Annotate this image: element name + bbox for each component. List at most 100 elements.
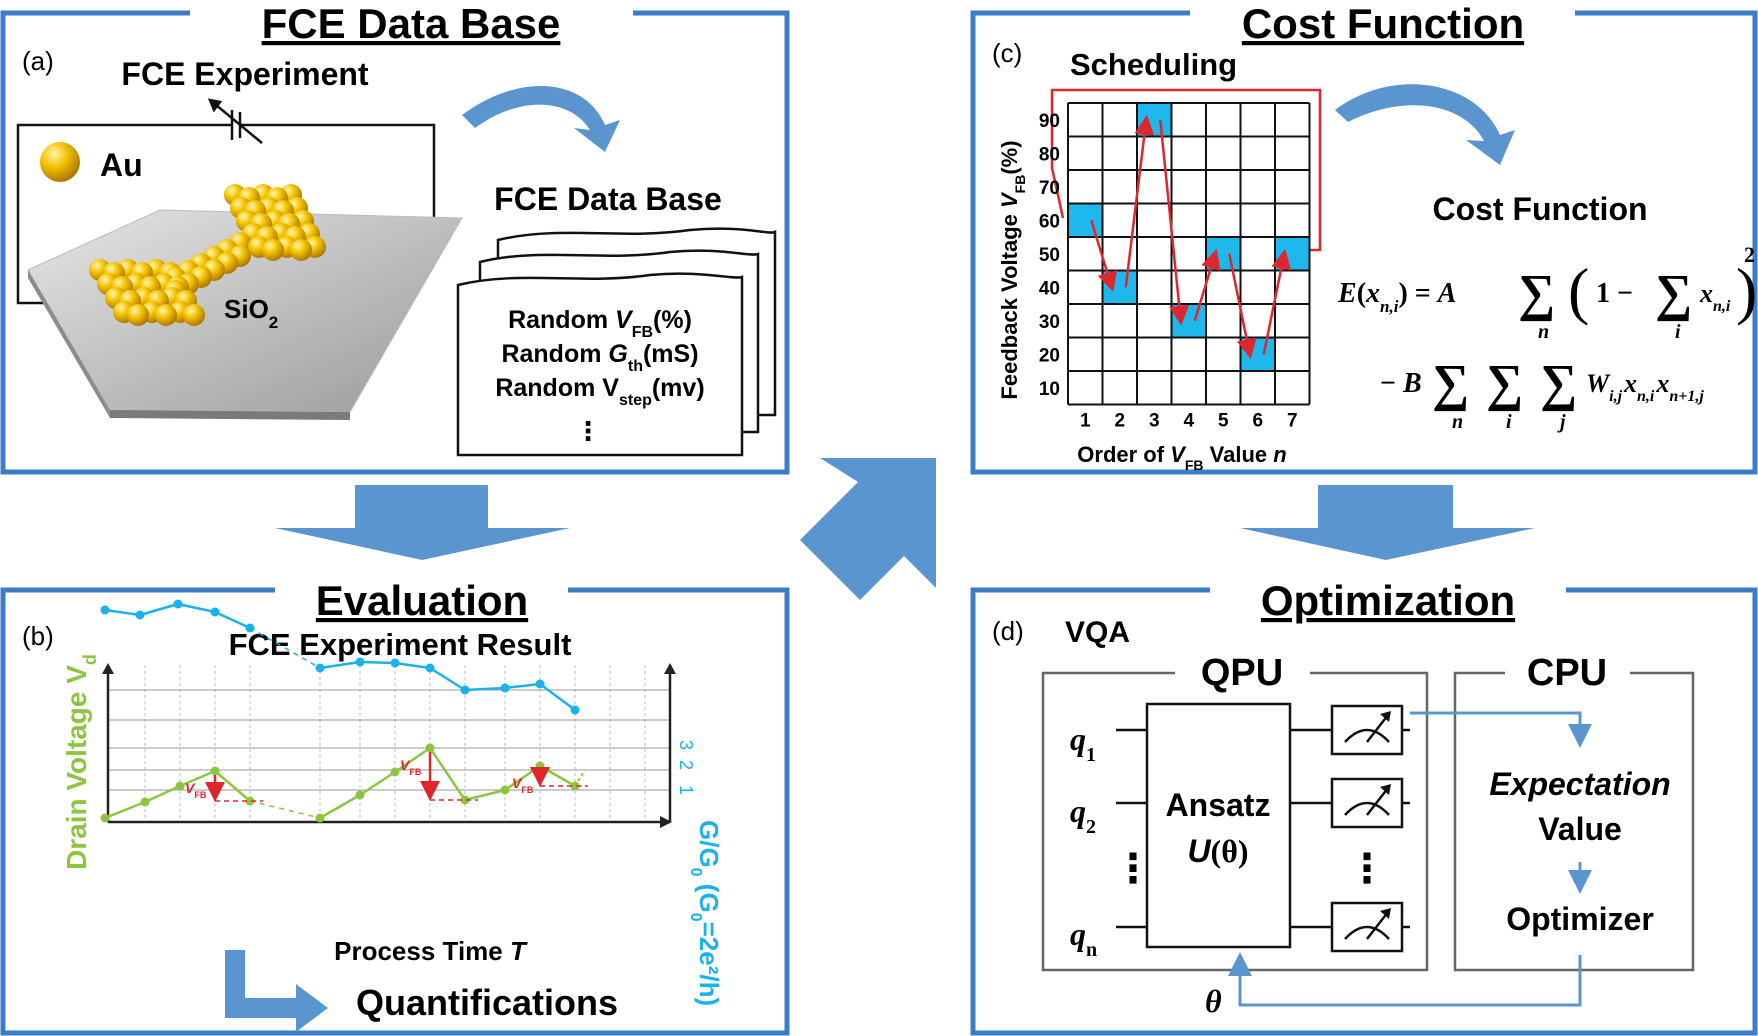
series-segment <box>394 661 431 670</box>
card-line-gth: Random Gth(mS) <box>501 340 698 375</box>
schedule-step-arrow <box>1090 219 1117 293</box>
scheduling-path <box>1090 114 1292 360</box>
database-card-text: Random VFB(%) Random Gth(mS) Random Vste… <box>495 306 704 446</box>
svg-text:n: n <box>1452 411 1463 433</box>
svg-text:∑: ∑ <box>1432 355 1469 412</box>
series-segment <box>359 770 396 797</box>
series-segment <box>214 770 251 802</box>
y-tick-label: 40 <box>1039 278 1060 299</box>
x-tick-label: 1 <box>1080 411 1091 432</box>
series-point <box>100 813 110 823</box>
cpu-label: CPU <box>1527 652 1607 694</box>
equation-line-1: E(xn,i) = A <box>1337 278 1456 316</box>
cost-function-label: Cost Function <box>1432 191 1647 227</box>
series-segment <box>249 627 321 669</box>
svg-text:(: ( <box>1568 255 1589 326</box>
au-nanoparticle <box>262 239 284 261</box>
svg-text:i: i <box>1675 321 1681 343</box>
series-segment <box>144 784 181 804</box>
quantifications-label: Quantifications <box>356 982 618 1023</box>
measurement-meter-icon <box>1330 704 1404 756</box>
x-tick-label: 2 <box>1114 411 1125 432</box>
down-arrow-a-to-b <box>275 485 570 560</box>
panel-b-title: Evaluation <box>316 577 528 624</box>
y-tick-label: 80 <box>1039 144 1060 165</box>
series-segment <box>394 746 431 774</box>
ansatz-unitary: U(θ) <box>1187 833 1248 869</box>
au-nanoparticle <box>155 304 177 326</box>
x-tick-label: 5 <box>1218 411 1229 432</box>
schedule-step-arrow <box>1193 248 1221 322</box>
series-point <box>135 610 145 620</box>
scheduling-label: Scheduling <box>1070 47 1237 82</box>
series-point <box>425 743 435 753</box>
au-sphere-icon <box>40 142 80 182</box>
au-label: Au <box>100 147 143 183</box>
scheduling-loop-entry <box>1050 88 1068 219</box>
conductance-tick-3: 3 <box>676 740 696 750</box>
series-segment <box>104 608 141 617</box>
drain-trail <box>574 769 586 787</box>
qpu-label: QPU <box>1201 652 1283 694</box>
series-point <box>140 797 150 807</box>
series-point <box>500 683 510 693</box>
series-point <box>210 766 220 776</box>
y-tick-label: 70 <box>1039 178 1060 199</box>
cpu-box <box>1453 671 1695 972</box>
panel-c-frame <box>970 10 1758 475</box>
curved-arrow-to-database <box>462 85 620 152</box>
conductance-tick-1: 1 <box>676 785 696 795</box>
panel-c-tag: (c) <box>992 38 1022 68</box>
series-point <box>535 679 545 689</box>
series-point <box>175 781 185 791</box>
vqa-label: VQA <box>1065 616 1130 649</box>
fce-database-label: FCE Data Base <box>494 181 722 217</box>
schedule-step-arrow <box>1262 248 1292 355</box>
y-tick-label: 10 <box>1039 379 1060 400</box>
diagonal-arrow-b-to-c <box>800 458 936 600</box>
svg-text:Wi,jxn,ixn+1,j: Wi,jxn,ixn+1,j <box>1586 369 1704 405</box>
schedule-step-arrow <box>1124 114 1155 288</box>
conductance-tick-2: 2 <box>676 760 696 770</box>
schedule-step-arrow <box>1159 119 1190 326</box>
series-point <box>245 796 255 806</box>
svg-text:i: i <box>1506 411 1512 433</box>
schedule-step-arrow <box>1228 253 1257 360</box>
panel-d-frame <box>970 587 1758 1036</box>
svg-text:∑: ∑ <box>1540 355 1577 412</box>
measurement-gates <box>1330 704 1404 953</box>
panel-b-tag: (b) <box>22 621 54 651</box>
quantification-arrow-icon <box>225 950 328 1032</box>
sio2-label: SiO2 <box>224 294 278 332</box>
au-nanoparticle <box>290 239 312 261</box>
classical-feedback-lines <box>1228 711 1592 1007</box>
feedback-voltage-axis-label: Feedback Voltage VFB(%) <box>997 140 1028 399</box>
drain-voltage-axis-label: Drain Voltage Vd <box>61 654 100 870</box>
scheduled-cell <box>1068 203 1103 237</box>
series-segment <box>249 800 321 819</box>
qubit-label-1: q1 <box>1070 721 1096 766</box>
panel-d-title: Optimization <box>1261 577 1515 624</box>
measurement-meter-icon <box>1330 901 1404 953</box>
series-segment <box>539 682 576 712</box>
value-label: Value <box>1538 811 1622 847</box>
series-segment <box>464 788 506 802</box>
card-line-vstep: Random Vstep(mv) <box>495 374 704 409</box>
curved-arrow-to-cost <box>1335 84 1515 165</box>
svg-text:j: j <box>1557 411 1566 433</box>
svg-text:): ) <box>1736 255 1757 326</box>
y-tick-label: 20 <box>1039 345 1060 366</box>
panel-b-frame <box>0 587 790 1036</box>
series-segment <box>139 602 179 617</box>
series-point <box>570 705 580 715</box>
ansatz-gate <box>1145 702 1292 949</box>
series-point <box>315 663 325 673</box>
series-segment <box>359 660 396 665</box>
ansatz-label: Ansatz <box>1166 787 1271 823</box>
sum-i-1: ∑ <box>1655 265 1692 322</box>
svg-text:∑: ∑ <box>1486 355 1523 412</box>
card-more-dots: ⋮ <box>575 416 601 446</box>
scheduled-cell <box>1137 103 1172 137</box>
chart-grid <box>107 665 670 822</box>
